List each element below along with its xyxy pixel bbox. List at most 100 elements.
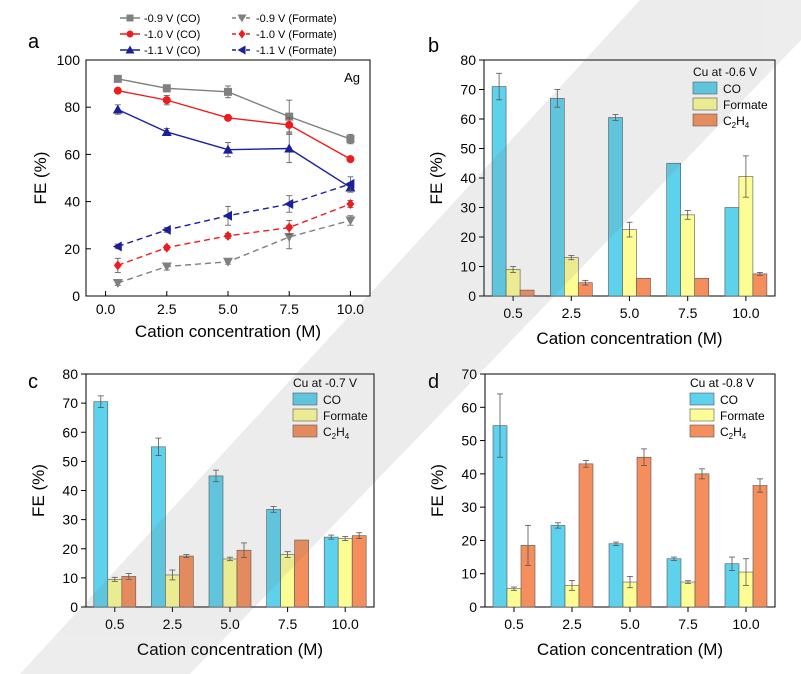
x-tick-label: 7.5 [278, 616, 298, 632]
y-tick-label: 80 [64, 99, 80, 115]
data-point [223, 144, 233, 154]
panel-b: b 0 10 20 30 40 50 60 70 80 0.5 2.5 5.0 7.5 10.0 Cation… [427, 35, 776, 348]
legend-label: Formate [720, 409, 765, 423]
panel-label: c [28, 371, 38, 393]
y-tick-label: 0 [468, 288, 476, 304]
data-point [113, 260, 122, 271]
legend-label: Formate [723, 98, 768, 112]
x-tick-label: 10.0 [337, 301, 364, 317]
data-point [285, 222, 294, 233]
bar-b-2 [752, 273, 768, 297]
bar-c-1 [280, 554, 295, 608]
x-tick-label: 10.0 [332, 616, 359, 632]
y-tick-label: 0 [72, 288, 80, 304]
series-line-0 [117, 78, 351, 140]
y-tick-label: 40 [461, 466, 477, 482]
y-tick-label: 0 [70, 599, 78, 615]
bar-d-2 [578, 463, 594, 608]
legend-label: CO [720, 393, 738, 407]
data-point [162, 84, 171, 93]
x-tick-label: 2.5 [562, 305, 582, 321]
data-point [162, 242, 171, 253]
legend-swatch [692, 113, 718, 127]
data-point [346, 155, 355, 164]
legend-label: -1.1 V (CO) [144, 45, 200, 57]
y-tick-label: 40 [460, 170, 476, 186]
bar-b-0 [491, 86, 507, 297]
legend-label: C2H4 [723, 114, 750, 130]
legend-swatch [292, 424, 318, 438]
bar-b-0 [608, 117, 623, 297]
bar-b-1 [680, 214, 696, 297]
data-point [345, 216, 356, 226]
bar-b-1 [622, 229, 637, 297]
bar-c-0 [151, 446, 166, 608]
data-point [112, 241, 122, 252]
bar-d-1 [680, 581, 696, 608]
panel-d: d 0 10 20 30 40 50 60 70 0.5 2.5 5.0 7.5 10.0 Cation c… [428, 366, 776, 659]
data-point [161, 224, 171, 235]
bar-d-0 [608, 543, 624, 608]
y-tick-label: 50 [62, 453, 78, 469]
x-tick-label: 5.0 [620, 616, 640, 632]
data-point [224, 113, 232, 122]
bar-d-2 [694, 473, 710, 608]
legend-marker [238, 29, 246, 39]
panel-c: c 0 10 20 30 40 50 60 70 80 0.5 2.5 5.0 7.5 10.0 Cation… [28, 366, 375, 659]
data-point [284, 233, 295, 242]
bar-c-0 [93, 401, 109, 608]
legend-swatch [689, 424, 715, 438]
data-point [346, 135, 355, 144]
y-tick-label: 20 [64, 241, 80, 257]
bar-c-1 [222, 558, 238, 608]
panel-label: b [428, 35, 439, 57]
y-tick-label: 30 [460, 200, 476, 216]
y-tick-label: 70 [461, 366, 477, 382]
panel-a: a 0 20 40 60 80 100 0.0 2.5 5.0 7.5 10.0 Cation conc… [28, 13, 371, 341]
x-tick-label: 0.5 [504, 616, 524, 632]
legend-label: -0.9 V (Formate) [256, 13, 337, 25]
y-tick-label: 10 [62, 570, 78, 586]
legend-label: C2H4 [720, 425, 747, 441]
y-tick-label: 100 [57, 52, 81, 68]
bar-d-1 [506, 588, 522, 608]
y-tick-label: 20 [460, 229, 476, 245]
x-tick-label: 5.0 [220, 616, 240, 632]
data-point [162, 96, 171, 105]
legend-swatch [692, 97, 718, 111]
data-point [345, 178, 355, 189]
data-point [346, 198, 355, 209]
bar-b-2 [636, 277, 651, 297]
data-point [113, 74, 122, 83]
legend-marker [125, 45, 135, 54]
bar-c-2 [121, 576, 137, 608]
legend-swatch [689, 392, 715, 406]
data-point [224, 87, 232, 96]
y-tick-label: 20 [62, 541, 78, 557]
y-tick-label: 80 [62, 366, 78, 382]
legend-swatch [292, 392, 318, 406]
legend-title: Cu at -0.6 V [693, 65, 757, 79]
bar-c-0 [323, 536, 339, 608]
legend-label: Formate [323, 409, 368, 423]
series-line-4 [117, 203, 351, 266]
legend-swatch [692, 81, 718, 95]
legend-title: Cu at -0.8 V [690, 376, 754, 390]
y-tick-label: 70 [460, 82, 476, 98]
bar-b-0 [666, 162, 682, 297]
legend-marker [237, 14, 247, 23]
x-tick-label: 10.0 [732, 305, 759, 321]
panel-label: a [28, 31, 40, 53]
y-tick-label: 10 [461, 566, 477, 582]
bar-c-2 [351, 535, 367, 608]
data-point [112, 279, 123, 289]
legend-swatch [689, 408, 715, 422]
x-axis-label: Cation concentration (M) [536, 329, 722, 348]
y-tick-label: 60 [64, 146, 80, 162]
x-tick-label: 7.5 [279, 301, 299, 317]
y-axis-label: FE (%) [31, 152, 50, 205]
y-tick-label: 20 [461, 532, 477, 548]
y-tick-label: 50 [460, 141, 476, 157]
bar-c-1 [337, 538, 353, 608]
